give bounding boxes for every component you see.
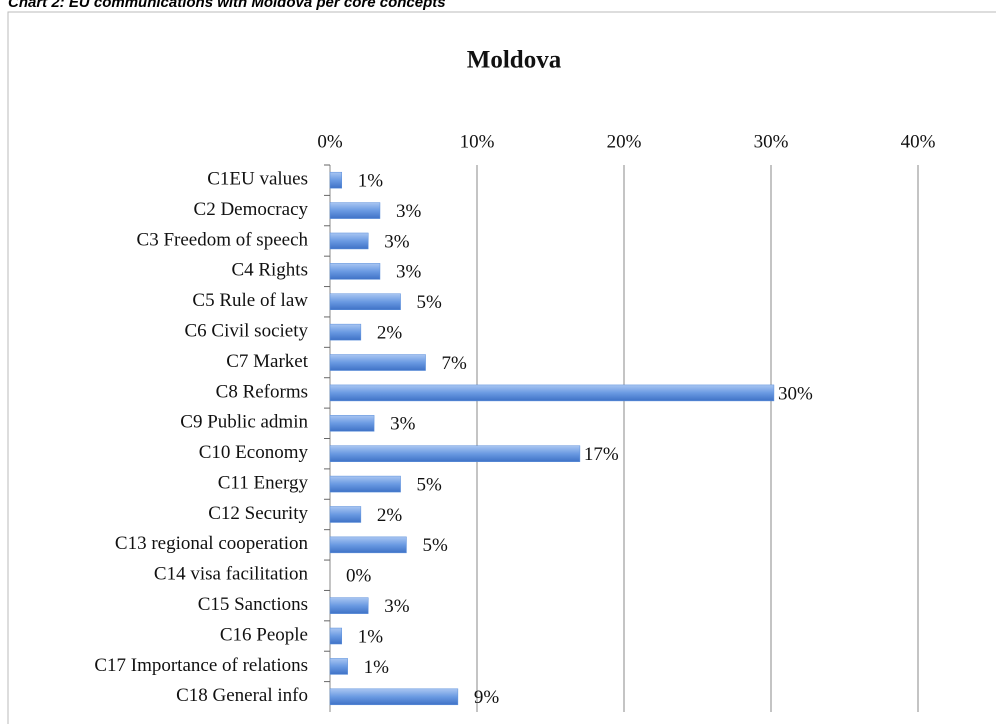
bar bbox=[329, 323, 362, 341]
bar bbox=[329, 445, 581, 462]
y-tick-label: C17 Importance of relations bbox=[94, 655, 308, 676]
y-tick-label: C14 visa facilitation bbox=[154, 564, 309, 585]
bar bbox=[329, 202, 381, 219]
y-tick-label: C8 Reforms bbox=[216, 381, 308, 402]
bar bbox=[329, 688, 459, 706]
data-label: 5% bbox=[422, 535, 448, 556]
y-tick-label: C10 Economy bbox=[199, 442, 309, 463]
y-tick-label: C11 Energy bbox=[218, 472, 309, 493]
y-tick-label: C15 Sanctions bbox=[198, 594, 308, 615]
y-tick-label: C13 regional cooperation bbox=[115, 533, 309, 554]
y-tick-label: C12 Security bbox=[208, 503, 308, 524]
x-tick-label: 20% bbox=[607, 131, 642, 152]
data-label: 3% bbox=[396, 201, 422, 222]
bar bbox=[329, 171, 343, 189]
y-tick-label: C16 People bbox=[220, 624, 308, 645]
bar bbox=[329, 354, 426, 371]
y-tick-label: C3 Freedom of speech bbox=[137, 229, 309, 250]
x-tick-label: 40% bbox=[901, 131, 936, 152]
x-tick-label: 30% bbox=[754, 131, 789, 152]
data-label: 1% bbox=[358, 171, 384, 192]
y-tick-label: C9 Public admin bbox=[180, 412, 308, 433]
data-label: 3% bbox=[396, 262, 422, 283]
data-label: 0% bbox=[346, 566, 372, 587]
y-tick-label: C1EU values bbox=[207, 169, 308, 190]
data-label: 5% bbox=[417, 292, 443, 313]
bar bbox=[329, 627, 343, 645]
bar bbox=[329, 232, 369, 250]
bar bbox=[329, 293, 401, 310]
bar bbox=[329, 475, 401, 493]
y-tick-label: C5 Rule of law bbox=[192, 290, 308, 311]
y-tick-label: C4 Rights bbox=[231, 260, 308, 281]
bar bbox=[329, 658, 348, 675]
bar bbox=[329, 263, 381, 280]
data-label: 2% bbox=[377, 322, 403, 343]
caption: Chart 2: EU communications with Moldova … bbox=[8, 0, 446, 11]
x-tick-label: 0% bbox=[317, 131, 343, 152]
data-label: 1% bbox=[364, 657, 390, 678]
data-label: 7% bbox=[442, 353, 468, 374]
bar bbox=[329, 415, 375, 432]
bar bbox=[329, 506, 362, 523]
chart-frame bbox=[7, 11, 996, 724]
y-tick-label: C18 General info bbox=[176, 685, 308, 706]
data-label: 17% bbox=[584, 444, 619, 465]
data-label: 30% bbox=[778, 383, 813, 404]
data-label: 9% bbox=[474, 687, 500, 708]
y-tick-label: C7 Market bbox=[226, 351, 309, 372]
data-label: 2% bbox=[377, 505, 403, 526]
bar bbox=[329, 384, 775, 402]
data-label: 5% bbox=[417, 474, 443, 495]
data-label: 3% bbox=[390, 414, 416, 435]
chart-title: Moldova bbox=[467, 47, 562, 74]
bar bbox=[329, 597, 369, 614]
y-tick-label: C6 Civil society bbox=[185, 320, 309, 341]
y-tick-label: C2 Democracy bbox=[194, 199, 309, 220]
data-label: 3% bbox=[384, 596, 410, 617]
bar bbox=[329, 536, 407, 554]
data-label: 3% bbox=[384, 231, 410, 252]
data-label: 1% bbox=[358, 626, 384, 647]
x-tick-label: 10% bbox=[460, 131, 495, 152]
